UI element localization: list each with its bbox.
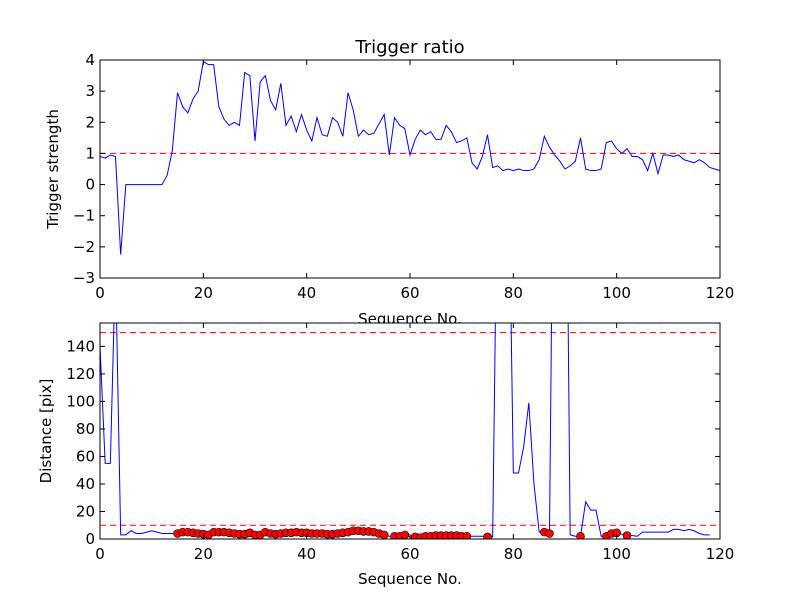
x-tick-label: 20 [194, 284, 213, 302]
x-tick-label: 0 [95, 545, 105, 563]
y-tick-label: 80 [76, 420, 95, 438]
series-layer [100, 323, 720, 539]
data-point-marker [576, 531, 585, 539]
y-tick-label: 4 [85, 51, 95, 69]
plot-area-background [100, 323, 720, 539]
x-tick-label: 60 [400, 284, 419, 302]
y-axis-label: Trigger strength [44, 109, 62, 230]
x-tick-label: 120 [706, 284, 735, 302]
data-point-marker [483, 532, 492, 539]
y-tick-label: 100 [66, 392, 95, 410]
data-point-marker [462, 531, 472, 539]
distance-plot: 0 20 40 60 80 100 120 0 20 40 60 80 100 120 140 Sequen… [37, 322, 734, 588]
x-tick-label: 60 [400, 545, 419, 563]
x-tick-label: 80 [504, 545, 523, 563]
x-tick-label: 0 [95, 284, 105, 302]
plot-area-background [100, 60, 720, 278]
y-tick-label: 60 [76, 447, 95, 465]
x-tick-label: 20 [194, 545, 213, 563]
data-point-marker [622, 531, 632, 539]
x-tick-label: 100 [602, 284, 631, 302]
y-tick-label: 1 [85, 144, 95, 162]
chart-title: Trigger ratio [354, 37, 464, 58]
y-tick-label: 3 [85, 82, 95, 100]
y-tick-label: 0 [85, 176, 95, 194]
x-tick-label: 40 [297, 284, 316, 302]
y-tick-label: 40 [76, 475, 95, 493]
x-tick-label: 100 [602, 545, 631, 563]
y-tick-label: 140 [66, 337, 95, 355]
trigger-ratio-plot: 0 20 40 60 80 100 120 −3 −2 −1 0 1 2 3 4 Trigger ratio… [44, 37, 734, 328]
x-axis-label: Sequence No. [358, 570, 462, 588]
y-tick-label: −1 [73, 207, 95, 225]
y-tick-label: −3 [73, 269, 95, 287]
data-point-marker [379, 530, 389, 539]
plot-frame [99, 322, 721, 540]
data-point-marker [545, 529, 554, 538]
x-tick-label: 120 [706, 545, 735, 563]
plot-frame [99, 59, 721, 279]
y-tick-label: −2 [73, 238, 95, 256]
y-axis-label: Distance [pix] [37, 379, 55, 484]
x-tick-label: 80 [504, 284, 523, 302]
y-tick-label: 120 [66, 365, 95, 383]
y-tick-label: 0 [85, 530, 95, 548]
data-point-marker [400, 530, 410, 539]
tick-layer: 0 20 40 60 80 100 120 0 20 40 60 80 100 120 140 [66, 323, 734, 563]
y-tick-label: 20 [76, 502, 95, 520]
y-tick-label: 2 [85, 113, 95, 131]
x-tick-label: 40 [297, 545, 316, 563]
